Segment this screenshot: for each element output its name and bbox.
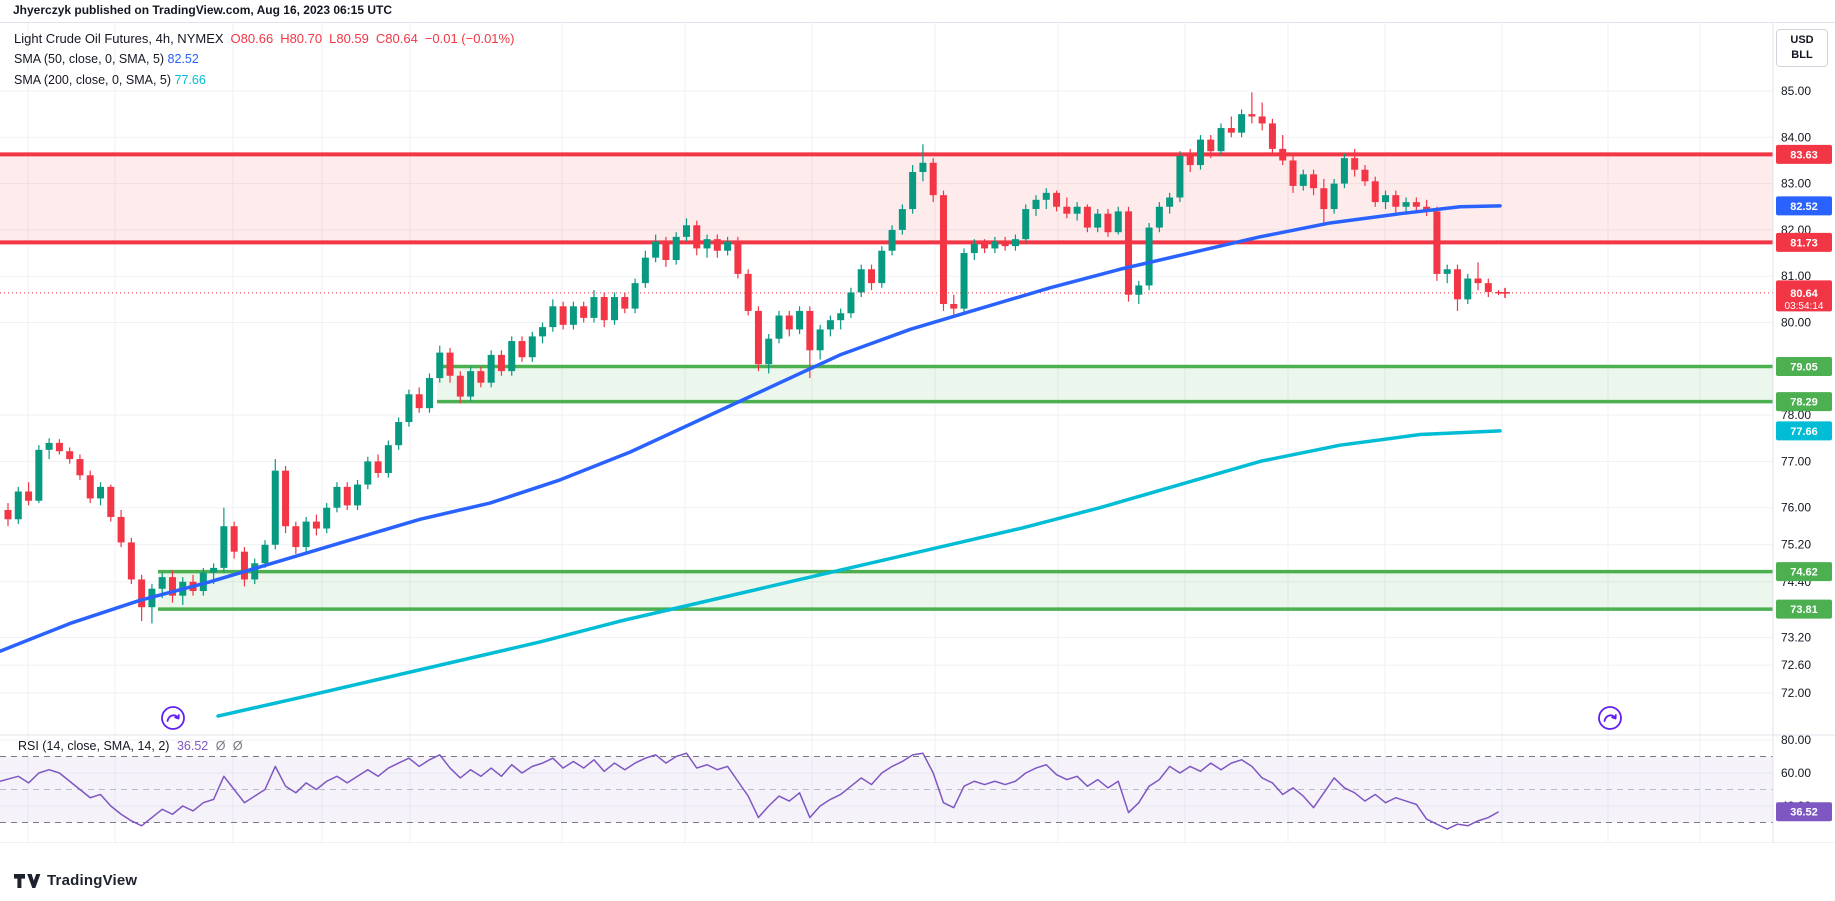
price-tag-77.66: 77.66 (1776, 421, 1832, 441)
price-tag-83.63: 83.63 (1776, 144, 1832, 164)
svg-text:72.00: 72.00 (1781, 686, 1811, 700)
svg-text:78.29: 78.29 (1790, 397, 1818, 409)
svg-text:77.66: 77.66 (1790, 426, 1818, 438)
svg-text:77.00: 77.00 (1781, 454, 1811, 468)
svg-text:75.20: 75.20 (1781, 538, 1811, 552)
svg-text:60.00: 60.00 (1781, 766, 1811, 780)
rsi-value: 36.52 (176, 739, 209, 753)
symbol-title: Light Crude Oil Futures, 4h, NYMEX (14, 31, 224, 46)
tradingview-footer[interactable]: TradingView (13, 872, 137, 889)
ohlc-item: L80.59 (329, 31, 369, 46)
svg-text:80.00: 80.00 (1781, 316, 1811, 330)
tradingview-logo-text: TradingView (47, 872, 138, 889)
sma200-line[interactable] (216, 429, 1502, 718)
unit-currency: USD (1790, 34, 1814, 46)
ohlc-item: H80.70 (280, 31, 323, 46)
ohlc-values: O80.66 H80.70 L80.59 C80.64 (224, 31, 418, 46)
svg-text:81.00: 81.00 (1781, 269, 1811, 283)
svg-text:72.60: 72.60 (1781, 658, 1811, 672)
grid-layer (0, 22, 1773, 843)
time-axis[interactable] (0, 843, 1773, 870)
svg-text:82.52: 82.52 (1790, 201, 1818, 213)
sma50-legend-row[interactable]: SMA (50, close, 0, SMA, 5) 82.52 (14, 49, 514, 70)
svg-text:36.52: 36.52 (1790, 807, 1818, 819)
sma50-value: 82.52 (167, 52, 199, 66)
svg-text:73.81: 73.81 (1790, 604, 1818, 616)
support-zone-lower[interactable] (158, 569, 1773, 611)
sma200-label: SMA (200, close, 0, SMA, 5) (14, 73, 172, 87)
replay-arrow-icon[interactable] (1598, 706, 1622, 730)
ohlc-item: C80.64 (375, 31, 418, 46)
rsi-label: RSI (14, close, SMA, 14, 2) (18, 739, 170, 753)
rsi-pane (0, 752, 1773, 830)
price-tag-81.73: 81.73 (1776, 232, 1832, 252)
change-value: −0.01 (−0.01%) (424, 31, 515, 46)
replay-arrow-icon[interactable] (161, 706, 185, 730)
price-tag-78.29: 78.29 (1776, 392, 1832, 412)
svg-text:84.00: 84.00 (1781, 130, 1811, 144)
svg-text:74.62: 74.62 (1790, 567, 1818, 579)
price-tag-82.52: 82.52 (1776, 196, 1832, 216)
svg-text:81.73: 81.73 (1790, 237, 1818, 249)
rsi-tag: 36.52 (1776, 802, 1832, 822)
price-zones-layer (0, 152, 1773, 611)
price-tag-79.05: 79.05 (1776, 356, 1832, 376)
chart-legend: Light Crude Oil Futures, 4h, NYMEX O80.66… (14, 28, 514, 91)
tradingview-logo-icon (14, 873, 41, 888)
svg-text:80.00: 80.00 (1781, 733, 1811, 747)
svg-text:73.20: 73.20 (1781, 630, 1811, 644)
svg-text:76.00: 76.00 (1781, 501, 1811, 515)
chart-canvas[interactable]: 85.0084.0083.0082.0081.0080.0078.0077.00… (0, 22, 1835, 843)
sma200-value: 77.66 (174, 73, 206, 87)
svg-text:03:54:14: 03:54:14 (1785, 301, 1824, 312)
publish-header: Jhyerczyk published on TradingView.com, … (13, 3, 392, 17)
svg-text:79.05: 79.05 (1790, 361, 1818, 373)
resistance-zone[interactable] (0, 152, 1773, 245)
price-tag-73.81: 73.81 (1776, 599, 1832, 619)
svg-text:83.63: 83.63 (1790, 149, 1818, 161)
unit-measure: BLL (1791, 49, 1813, 61)
unit-box: USD BLL (1776, 29, 1828, 67)
svg-text:80.64: 80.64 (1790, 288, 1818, 300)
svg-text:85.00: 85.00 (1781, 84, 1811, 98)
sma50-label: SMA (50, close, 0, SMA, 5) (14, 52, 165, 66)
header-separator (0, 22, 1835, 23)
support-zone-upper[interactable] (437, 364, 1773, 404)
svg-text:83.00: 83.00 (1781, 177, 1811, 191)
rsi-line[interactable] (0, 752, 1499, 830)
price-scale[interactable] (1773, 22, 1835, 843)
rsi-extra-1: Ø (215, 739, 226, 753)
rsi-extra-2: Ø (232, 739, 243, 753)
rsi-legend-row[interactable]: RSI (14, close, SMA, 14, 2) 36.52 Ø Ø (14, 739, 243, 753)
ohlc-item: O80.66 (230, 31, 274, 46)
publish-note: Jhyerczyk published on TradingView.com, … (13, 3, 393, 17)
symbol-legend-row[interactable]: Light Crude Oil Futures, 4h, NYMEX O80.66… (14, 28, 514, 49)
sma50-line[interactable] (0, 204, 1502, 653)
price-tag-74.62: 74.62 (1776, 562, 1832, 582)
svg-text:78.00: 78.00 (1781, 408, 1811, 422)
candles-layer (4, 92, 1503, 624)
sma200-legend-row[interactable]: SMA (200, close, 0, SMA, 5) 77.66 (14, 70, 514, 91)
